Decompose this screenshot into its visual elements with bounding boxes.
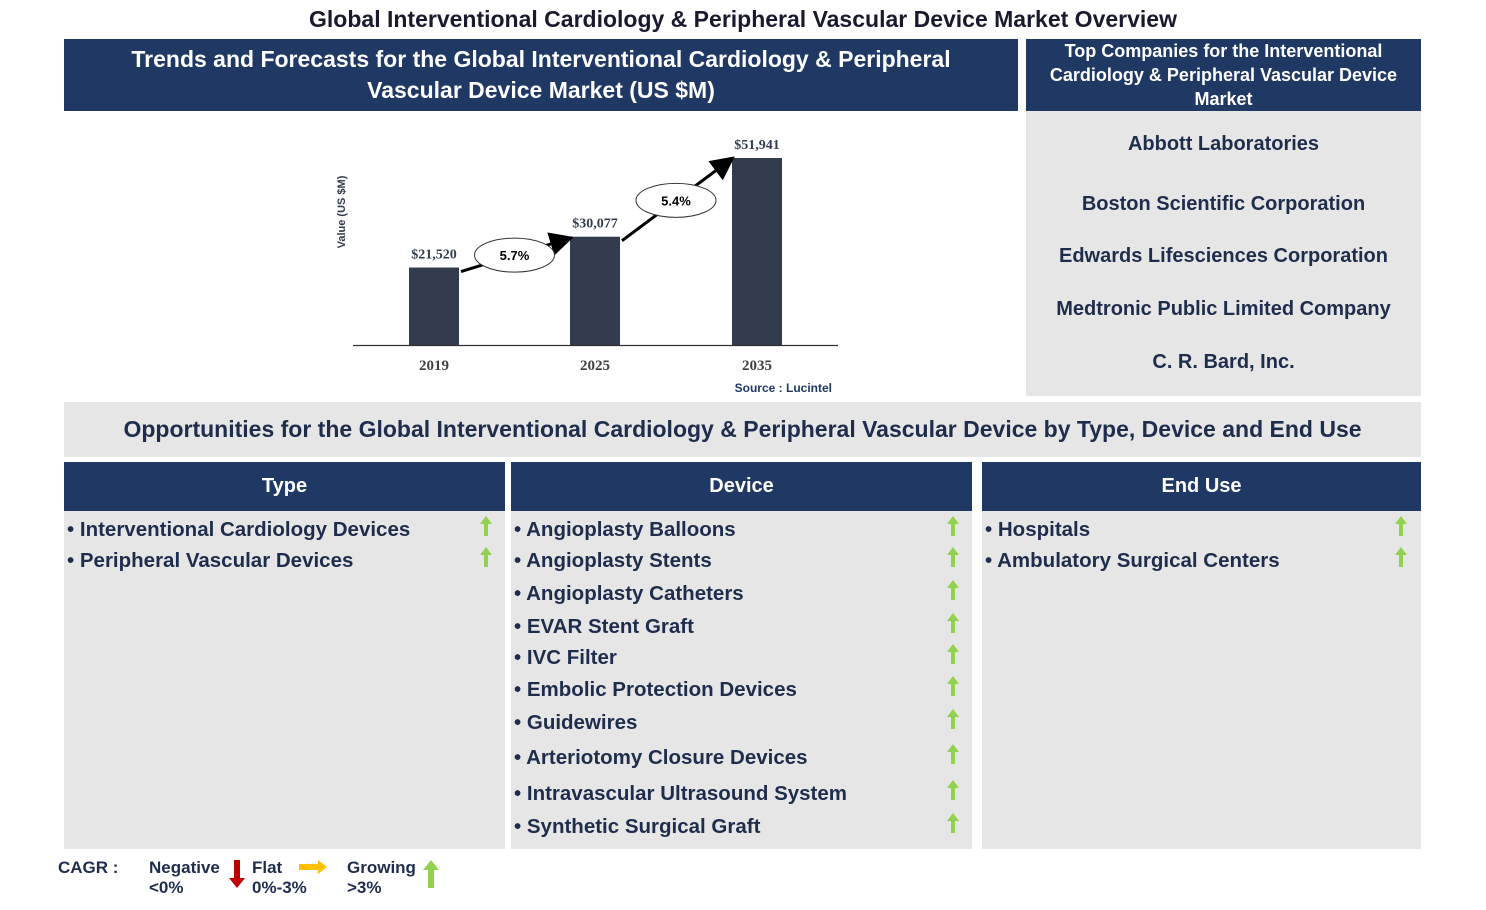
column-panel [982,511,1421,849]
list-item: • Intravascular Ultrasound System [514,782,848,805]
growing-arrow-icon [947,644,959,664]
cagr-label: 5.4% [661,193,691,208]
list-item: • Synthetic Surgical Graft [514,815,761,838]
up-arrow-icon [423,860,439,888]
legend-negative-range: <0% [149,878,184,897]
list-item: • Angioplasty Balloons [514,518,736,541]
bar-value-label: $51,941 [734,138,780,153]
bar-2019 [409,267,459,345]
cagr-label: 5.7% [500,248,530,263]
x-tick-label: 2035 [742,358,772,374]
growing-arrow-icon [947,744,959,764]
bar-2035 [732,158,782,345]
list-item: • IVC Filter [514,646,617,669]
list-item: • Embolic Protection Devices [514,678,797,701]
growing-arrow-icon [1395,516,1407,536]
companies-panel [1026,111,1421,396]
page-title: Global Interventional Cardiology & Perip… [309,6,1177,32]
growing-arrow-icon [947,813,959,833]
cagr-legend-label: CAGR : [58,858,119,877]
list-item: • Peripheral Vascular Devices [67,549,354,572]
list-item: • Ambulatory Surgical Centers [985,549,1280,572]
growing-arrow-icon [1395,547,1407,567]
chart-source: Source : Lucintel [735,381,832,395]
list-item: • Hospitals [985,518,1091,541]
opportunities-header: Opportunities for the Global Interventio… [64,402,1421,457]
growing-arrow-icon [947,709,959,729]
list-item: • Interventional Cardiology Devices [67,518,411,541]
companies-header: Top Companies for the Interventional Car… [1026,39,1421,111]
cagr-bubble [635,182,717,218]
y-axis-label: Value (US $M) [336,175,348,248]
list-item: • EVAR Stent Graft [514,615,694,638]
growing-arrow-icon [947,547,959,567]
column-header-0: Type [64,462,505,511]
growing-arrow-icon [947,613,959,633]
column-header-2: End Use [982,462,1421,511]
growing-arrow-icon [947,676,959,696]
legend-growing-range: >3% [347,878,382,897]
company-item: Medtronic Public Limited Company [1056,298,1391,320]
cagr-bubble [474,237,555,273]
market-chart: Value (US $M) $21,520 2019 $30,077 2025 $51,… [336,138,838,395]
list-item: • Arteriotomy Closure Devices [514,746,808,769]
column-panel [511,511,972,849]
company-item: C. R. Bard, Inc. [1152,351,1295,373]
column-panel [64,511,505,849]
company-item: Edwards Lifesciences Corporation [1059,245,1388,267]
legend-growing: Growing [347,858,416,877]
company-item: Boston Scientific Corporation [1081,193,1366,215]
legend-negative: Negative [149,858,220,877]
growing-arrow-icon [947,516,959,536]
right-arrow-icon [299,860,327,874]
list-item: • Angioplasty Catheters [514,582,744,605]
list-item: • Guidewires [514,711,638,734]
legend-flat: Flat [252,858,283,877]
bar-value-label: $21,520 [411,248,457,263]
growing-arrow-icon [480,516,492,536]
column-header-1: Device [511,462,972,511]
legend-flat-range: 0%-3% [252,878,307,897]
bar-2025 [570,236,620,345]
x-tick-label: 2025 [580,358,610,374]
x-tick-label: 2019 [419,358,449,374]
growing-arrow-icon [947,780,959,800]
down-arrow-icon [229,860,245,888]
trends-header: Trends and Forecasts for the Global Inte… [64,39,1018,111]
list-item: • Angioplasty Stents [514,549,712,572]
growing-arrow-icon [947,580,959,600]
bar-value-label: $30,077 [572,217,618,232]
company-item: Abbott Laboratories [1127,133,1320,155]
growing-arrow-icon [480,547,492,567]
